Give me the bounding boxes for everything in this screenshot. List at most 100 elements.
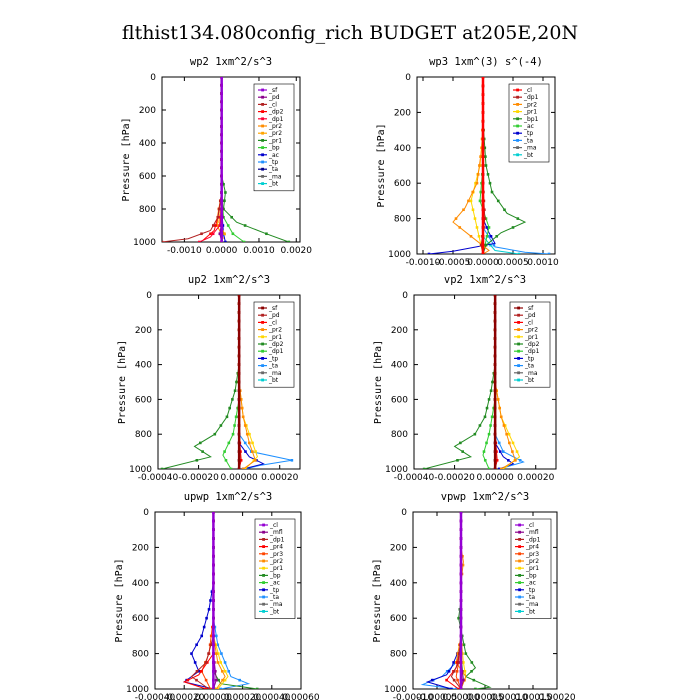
legend-marker bbox=[261, 306, 264, 310]
series-marker bbox=[230, 215, 233, 219]
series-marker bbox=[462, 661, 465, 664]
series-marker bbox=[478, 164, 481, 167]
series-marker bbox=[455, 670, 459, 673]
legend-label: _bp bbox=[268, 145, 280, 152]
legend-label: _bt bbox=[268, 181, 279, 188]
series-marker bbox=[243, 224, 247, 227]
y-tick-label: 200 bbox=[391, 326, 408, 336]
x-tick-label: 0.00005 bbox=[466, 693, 503, 700]
y-tick-label: 200 bbox=[135, 326, 152, 336]
legend-marker bbox=[517, 328, 520, 331]
legend-label: _pr1 bbox=[525, 565, 539, 572]
y-axis-label: Pressure [hPa] bbox=[373, 340, 384, 424]
series-marker bbox=[484, 164, 488, 167]
series-marker bbox=[223, 450, 226, 453]
x-tick-label: -0.00040 bbox=[135, 693, 176, 700]
legend-marker bbox=[517, 335, 520, 339]
series-marker bbox=[456, 652, 460, 655]
legend-marker bbox=[261, 342, 264, 346]
series-marker bbox=[479, 155, 482, 158]
y-tick-label: 200 bbox=[132, 543, 149, 553]
x-tick-label: 0.00020 bbox=[517, 473, 554, 483]
series-marker bbox=[213, 432, 217, 436]
x-tick-label: -0.0005 bbox=[436, 258, 471, 268]
series-marker bbox=[215, 678, 218, 682]
series-group bbox=[420, 512, 492, 689]
y-tick-label: 0 bbox=[401, 508, 407, 518]
x-tick-label: 0.00000 bbox=[442, 693, 479, 700]
series-marker bbox=[492, 243, 496, 247]
legend-label: _ac bbox=[523, 123, 534, 130]
series-marker bbox=[234, 415, 238, 419]
legend-label: _bp bbox=[269, 572, 281, 579]
series-marker bbox=[469, 199, 473, 203]
series-marker bbox=[447, 670, 451, 673]
legend-marker bbox=[517, 349, 520, 353]
legend-marker bbox=[516, 88, 519, 92]
legend-marker bbox=[261, 364, 264, 367]
legend-label: _sf bbox=[268, 305, 278, 312]
legend-marker bbox=[518, 545, 521, 548]
legend-marker bbox=[261, 88, 264, 92]
series-marker bbox=[445, 678, 448, 682]
series-marker bbox=[462, 208, 465, 212]
series-group bbox=[422, 295, 525, 469]
series-marker bbox=[474, 181, 477, 185]
series-marker bbox=[488, 181, 492, 185]
panel-3: up2 1xm^2/s^3 0 200 400 600 800 1000-0.00040 -0… bbox=[117, 274, 301, 483]
series-marker bbox=[209, 643, 213, 647]
series-marker bbox=[222, 207, 225, 211]
legend-marker bbox=[516, 146, 519, 149]
series-marker bbox=[487, 226, 491, 229]
legend-marker bbox=[261, 124, 264, 128]
legend-label: _ta bbox=[269, 594, 279, 601]
legend-marker bbox=[262, 574, 265, 577]
series-marker bbox=[244, 450, 247, 453]
legend-marker bbox=[518, 574, 521, 577]
legend-marker bbox=[262, 552, 265, 556]
legend-label: _ta bbox=[268, 166, 278, 173]
legend-label: _pd bbox=[268, 312, 280, 319]
legend: _cl_dp1_pr2_pr1_bp1_ac_tp_ta_ma_bt bbox=[508, 83, 550, 163]
series-marker bbox=[239, 450, 242, 453]
x-tick-label: 0.0020 bbox=[281, 246, 313, 256]
x-tick-label: 0.0000 bbox=[467, 258, 499, 268]
series-marker bbox=[243, 424, 247, 427]
y-tick-label: 400 bbox=[394, 144, 411, 154]
series-marker bbox=[251, 441, 254, 445]
panel-5: upwp 1xm^2/s^3 0 200 400 600 800 1000-0.00040-… bbox=[114, 491, 320, 700]
x-tick-label: 0.00015 bbox=[514, 693, 551, 700]
legend: _sf_pd_cl_pr2_pr1_dp2_dp1_tp_ta_ma_bt bbox=[509, 301, 551, 388]
series-marker bbox=[477, 235, 481, 238]
legend-label: _pr1 bbox=[269, 565, 283, 572]
legend-marker bbox=[261, 95, 264, 99]
legend-marker bbox=[262, 530, 265, 534]
y-tick-label: 0 bbox=[402, 291, 408, 301]
legend-label: _dp1 bbox=[524, 348, 540, 355]
series-marker bbox=[496, 398, 500, 401]
series-marker bbox=[511, 441, 515, 445]
series-marker bbox=[490, 190, 494, 194]
series-marker bbox=[219, 424, 223, 427]
legend-marker bbox=[518, 581, 521, 584]
series-marker bbox=[204, 678, 208, 682]
legend: _sf_pd_cl_pr2_pr1_dp2_dp1_tp_ta_ma_bt bbox=[253, 301, 295, 388]
legend-label: _mfl bbox=[269, 529, 283, 536]
series-marker bbox=[462, 678, 465, 682]
y-tick-label: 0 bbox=[150, 73, 156, 83]
series-marker bbox=[484, 243, 488, 247]
legend-label: _ma bbox=[269, 601, 283, 608]
x-tick-label: 0.0005 bbox=[497, 258, 529, 268]
series-marker bbox=[495, 459, 499, 462]
series-marker bbox=[209, 687, 212, 689]
legend-marker bbox=[261, 110, 264, 113]
legend-label: _dp1 bbox=[525, 536, 541, 543]
series-marker bbox=[199, 670, 203, 673]
figure-title: flthist134.080config_rich BUDGET at205E,… bbox=[122, 22, 578, 44]
plot-frame bbox=[413, 294, 557, 470]
legend-marker bbox=[517, 342, 520, 346]
series-marker bbox=[254, 450, 257, 453]
legend-label: _pr2 bbox=[524, 327, 538, 334]
series-marker bbox=[197, 240, 201, 242]
legend-marker bbox=[516, 117, 519, 121]
